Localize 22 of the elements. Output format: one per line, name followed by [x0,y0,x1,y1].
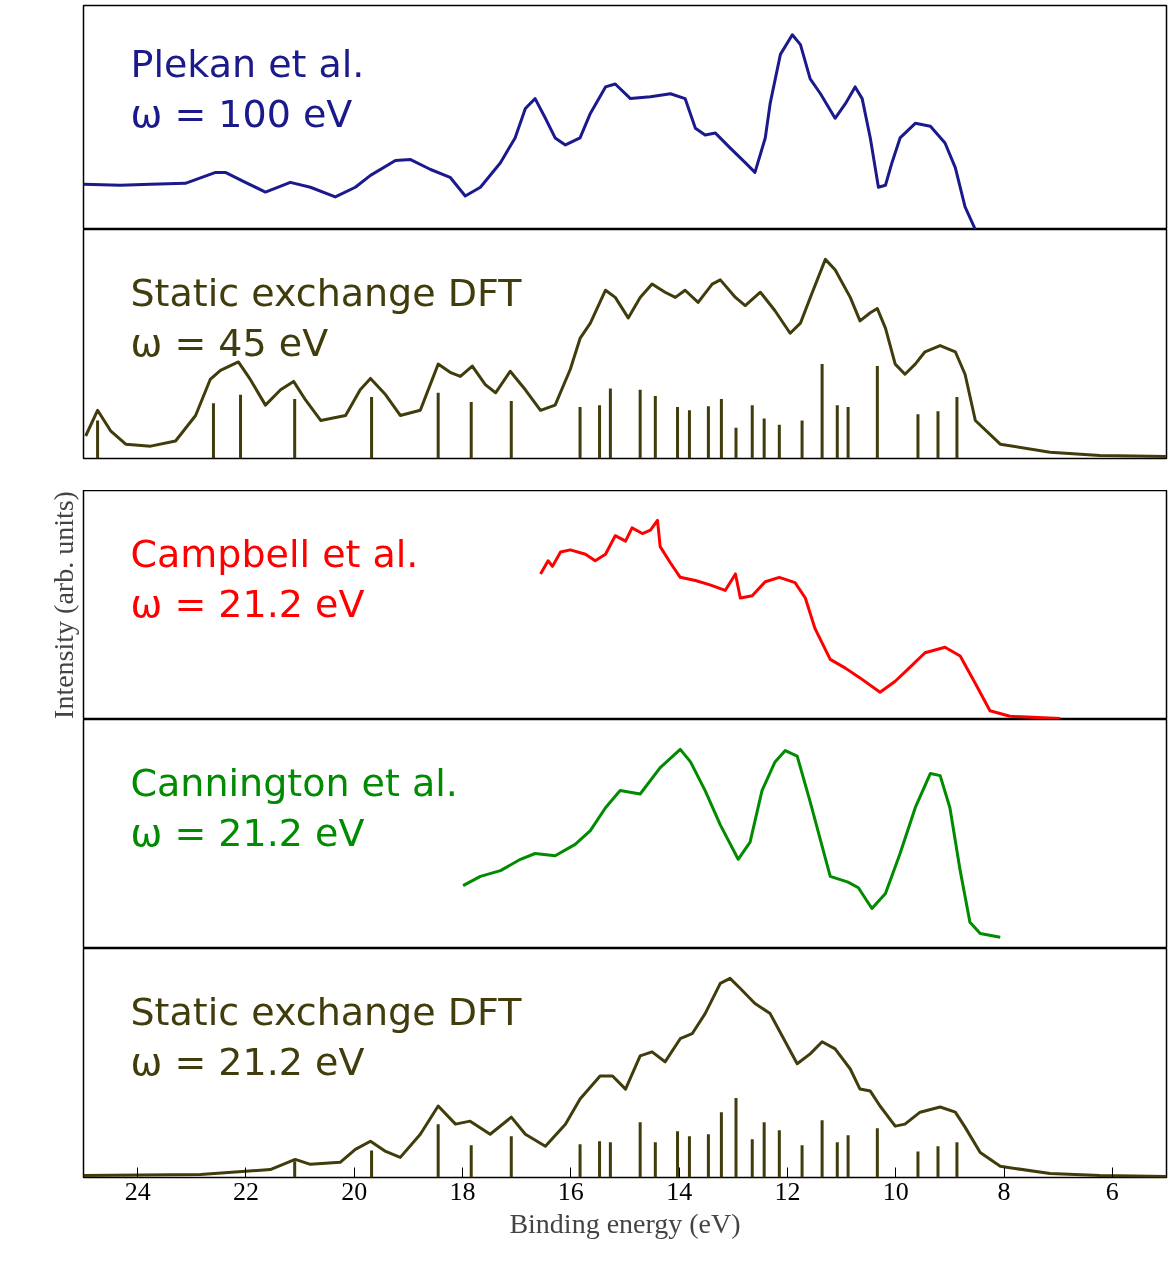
annotation: Static exchange DFT [130,270,523,315]
annotation: ω = 21.2 eV [130,810,365,855]
annotation: Static exchange DFT [130,989,523,1034]
annotation: ω = 21.2 eV [130,581,365,626]
x-tick-label: 14 [666,1176,693,1206]
x-tick-label: 16 [557,1176,584,1206]
x-tick-label: 18 [449,1176,476,1206]
x-axis-title: Binding energy (eV) [509,1207,741,1239]
x-tick-label: 20 [341,1176,368,1206]
annotation: ω = 100 eV [130,91,353,136]
annotation: ω = 45 eV [130,320,329,365]
annotation: Cannington et al. [130,760,458,805]
annotation: Plekan et al. [130,41,365,86]
x-tick-label: 22 [232,1176,259,1206]
x-tick-label: 10 [882,1176,909,1206]
x-tick-label: 6 [1105,1176,1119,1206]
annotation: Campbell et al. [130,531,419,576]
x-tick-label: 8 [997,1176,1011,1206]
x-tick-label: 24 [124,1176,151,1206]
annotation: ω = 21.2 eV [130,1039,365,1084]
y-axis-title: Intensity (arb. units) [47,491,79,719]
x-tick-label: 12 [774,1176,801,1206]
